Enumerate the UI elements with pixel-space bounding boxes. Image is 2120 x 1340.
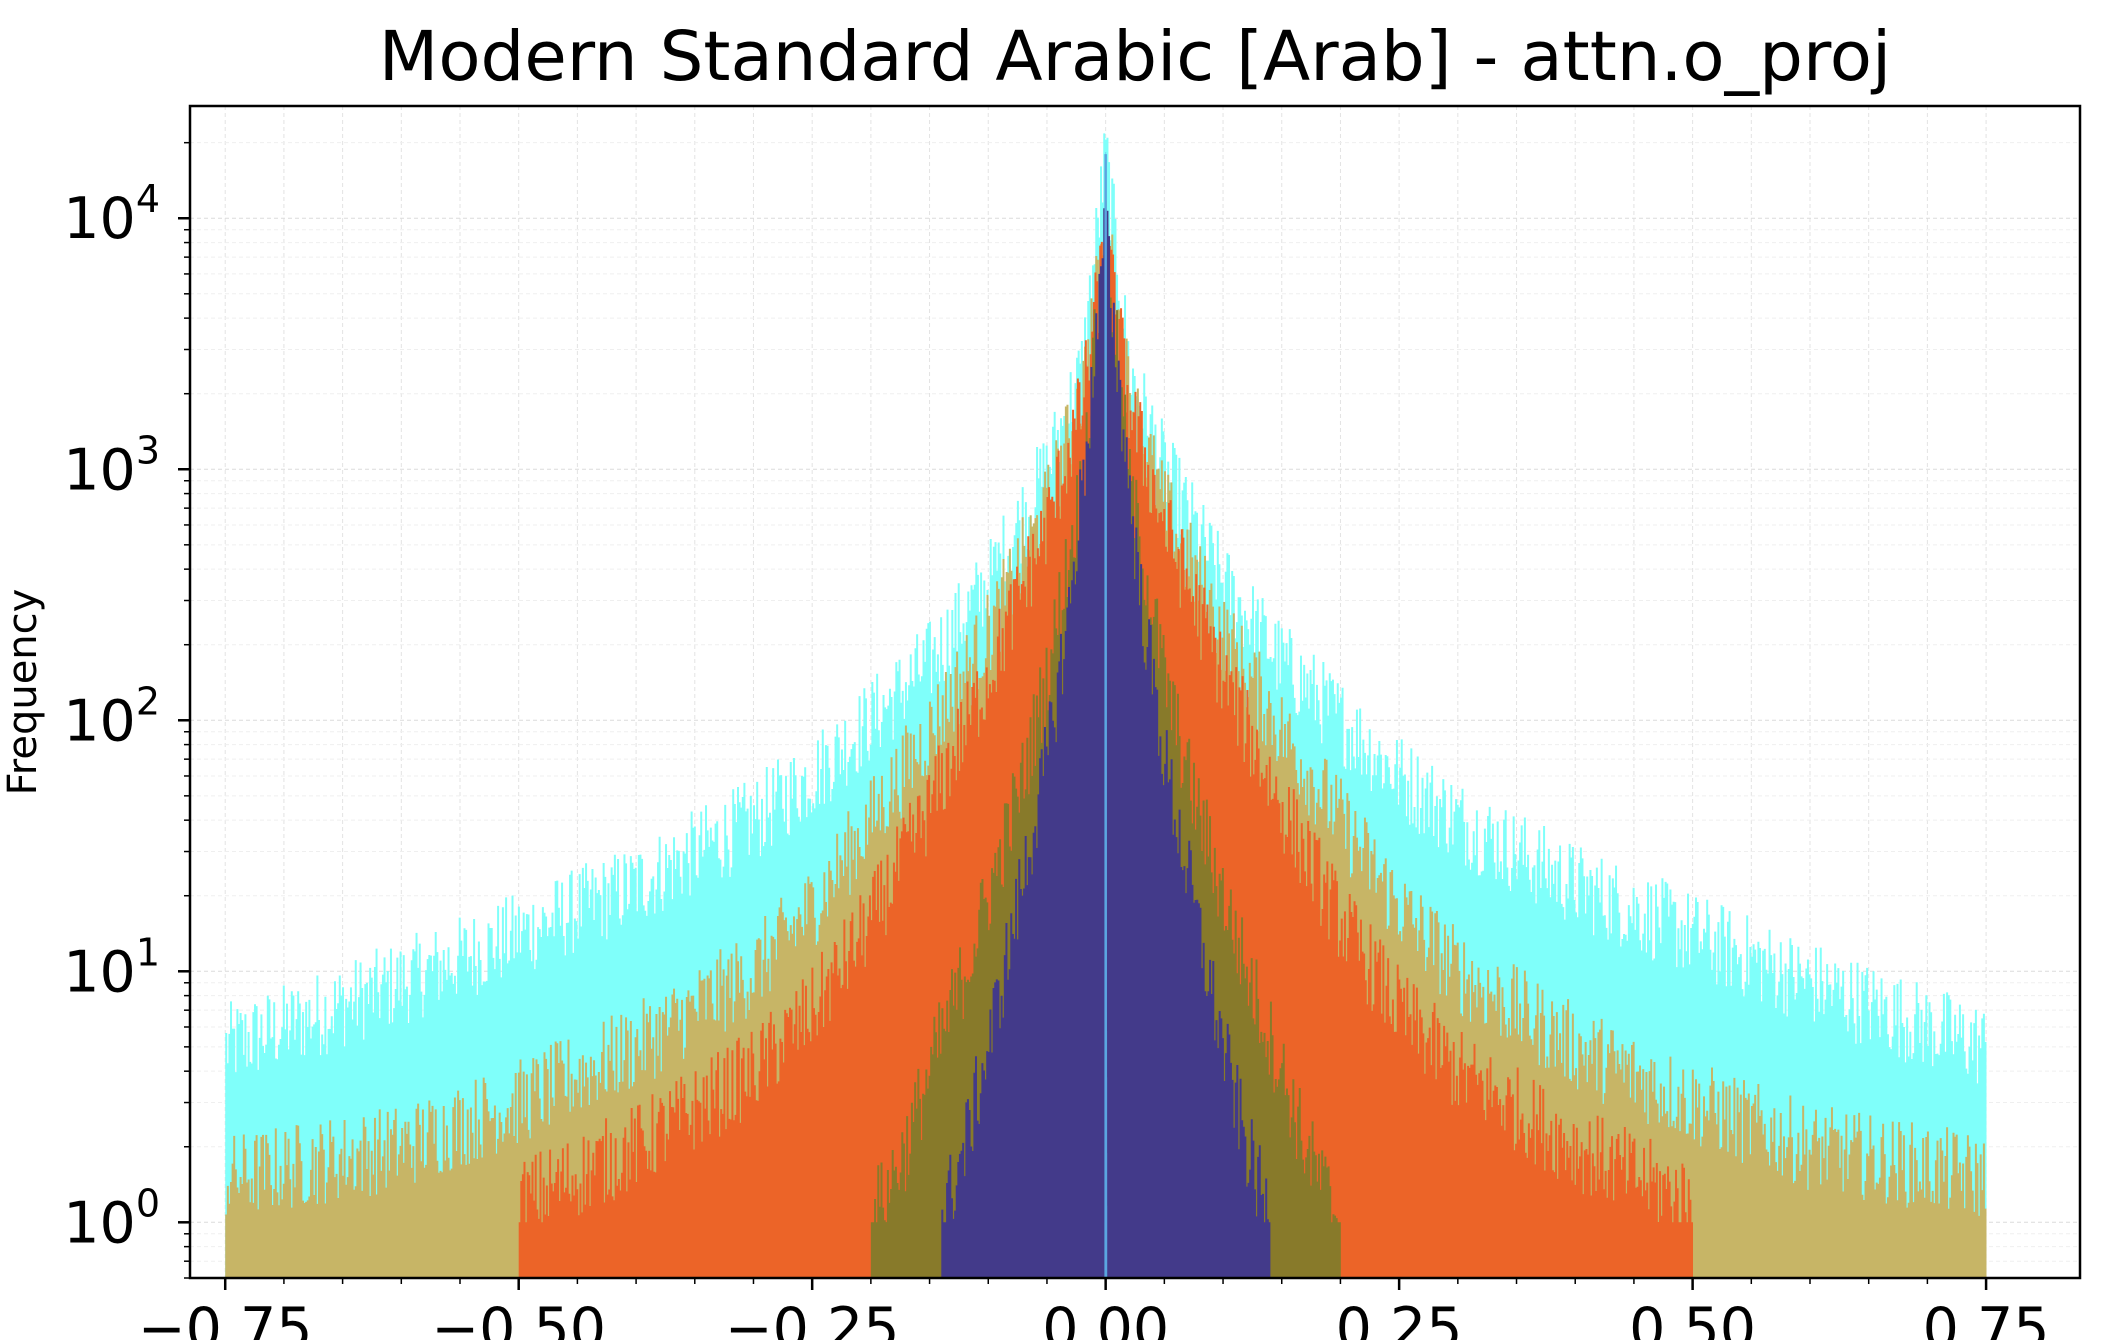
x-tick-label: 0.50 [1629, 1296, 1756, 1340]
x-tick-label: 0.75 [1923, 1296, 2050, 1340]
y-tick-label: 103 [63, 428, 160, 503]
chart-title: Modern Standard Arabic [Arab] - attn.o_p… [379, 17, 1891, 97]
axis-ticks: −0.75 −0.50 −0.25 0.00 0.25 0.50 0.75 100 101 102… [63, 141, 2050, 1340]
x-tick-label: −0.25 [725, 1296, 900, 1340]
plot-frame [188, 104, 2082, 1280]
y-axis-label: Frequency [0, 589, 46, 796]
x-tick-label: 0.00 [1042, 1296, 1169, 1340]
histogram-series [225, 133, 1987, 1279]
y-tick-label: 100 [63, 1181, 160, 1256]
y-tick-label: 101 [63, 930, 160, 1005]
series-6 [1104, 151, 1108, 1279]
y-tick-label: 102 [63, 679, 160, 754]
x-tick-label: 0.25 [1336, 1296, 1463, 1340]
x-tick-label: −0.75 [138, 1296, 313, 1340]
x-tick-label: −0.50 [431, 1296, 606, 1340]
y-tick-label: 104 [63, 177, 160, 252]
